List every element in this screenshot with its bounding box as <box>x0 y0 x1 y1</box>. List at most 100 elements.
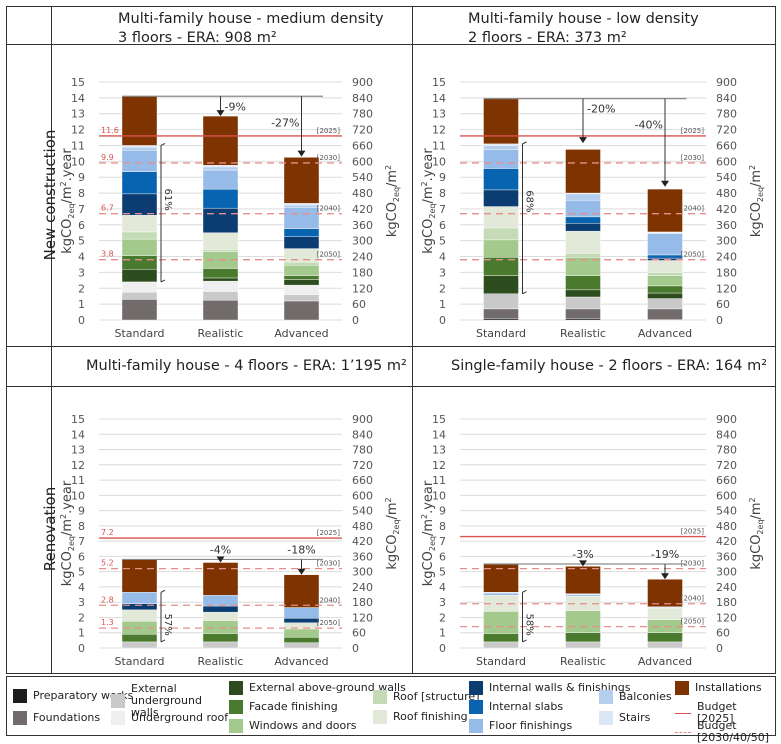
reduction-label: -27% <box>271 116 299 129</box>
panel-4-title: Single-family house - 2 floors - ERA: 16… <box>451 357 767 376</box>
y-tick-label: 13 <box>71 108 85 121</box>
legend-item-windows-doors: Windows and doors <box>229 719 357 733</box>
y-tick-label: 15 <box>432 76 446 89</box>
reduction-label: -19% <box>651 548 679 561</box>
bar-segment-stairs <box>483 143 519 146</box>
bar-segment-facade-finishing <box>565 275 601 291</box>
bar-segment-roof-finishing <box>647 260 683 273</box>
y2-tick-label: 600 <box>352 489 373 502</box>
y2-tick-label: 660 <box>716 139 737 152</box>
bar-segment-ext-aboveground-walls <box>565 289 601 298</box>
legend-item-budget-2025: Budget [2025] <box>675 701 775 725</box>
bar-segment-installations <box>483 98 519 145</box>
y-tick-label: 13 <box>432 108 446 121</box>
bar-segment-windows-doors <box>483 239 519 258</box>
y-tick-label: 7 <box>78 203 85 216</box>
reduction-arrow-head <box>297 150 306 157</box>
reduction-arrow-head <box>661 180 669 187</box>
y-tick-label: 1 <box>439 627 446 640</box>
bar-segment-balconies <box>202 166 239 171</box>
bar-segment-stairs <box>121 145 158 148</box>
bar-segment-floor-finishings <box>121 592 158 604</box>
y-tick-label: 2 <box>439 282 446 295</box>
bar-segment-internal-slabs <box>283 228 320 237</box>
x-category-label: Standard <box>476 655 526 668</box>
bar-segment-installations <box>565 566 601 595</box>
y2-tick-label: 780 <box>352 108 373 121</box>
y-tick-label: 12 <box>71 124 85 137</box>
y-tick-label: 12 <box>432 124 446 137</box>
bar-segment-ext-underground-walls <box>565 296 601 310</box>
budget-year-label: [2050] <box>317 619 341 627</box>
panel-3-title: Multi-family house - 4 floors - ERA: 1’1… <box>86 357 407 376</box>
y2-tick-label: 600 <box>352 155 373 168</box>
bar-segment-roof-structure <box>121 231 158 240</box>
budget-value-label: 3.8 <box>101 250 114 259</box>
panel-3-title-line1: Multi-family house - 4 floors - ERA: 1’1… <box>86 358 407 374</box>
bar-segment-ext-underground-walls <box>283 294 320 302</box>
bar-segment-installations <box>202 115 239 166</box>
reduction-label: -4% <box>210 543 231 556</box>
bracket-tick <box>160 589 166 593</box>
legend-item-internal-slabs: Internal slabs <box>469 700 563 714</box>
bar-segment-facade-finishing <box>647 632 683 643</box>
legend-swatch <box>229 700 243 714</box>
bar-segment-ext-aboveground-walls <box>483 275 519 295</box>
bar-segment-installations <box>283 157 320 204</box>
chart-medium-density: 0123456789101112131415060120180240300360… <box>59 76 401 340</box>
y-tick-label: 8 <box>78 187 85 200</box>
bar-segment-facade-finishing <box>647 285 683 294</box>
y-axis-title: kgCO2eq/m2.year <box>59 148 76 254</box>
y2-tick-label: 540 <box>716 171 737 184</box>
y-tick-label: 10 <box>432 155 446 168</box>
bar-segment-internal-walls <box>283 618 320 624</box>
y-tick-label: 7 <box>439 203 446 216</box>
bar-segment-internal-slabs <box>565 216 601 224</box>
bar-segment-roof-structure <box>647 272 683 276</box>
legend-item-ext-underground-walls: External underground walls <box>111 683 211 719</box>
legend-item-foundations: Foundations <box>13 711 100 725</box>
legend-label: Preparatory works <box>33 689 134 702</box>
bar-segment-foundations <box>483 308 519 319</box>
y2-tick-label: 660 <box>716 474 737 487</box>
budget-year-label: [2030] <box>317 154 341 162</box>
bar-segment-windows-doors <box>121 238 158 256</box>
y2-tick-label: 360 <box>716 550 737 563</box>
bar-segment-ext-aboveground-walls <box>283 279 320 286</box>
y-tick-label: 12 <box>432 459 446 472</box>
budget-value-label: 9.9 <box>101 153 114 162</box>
y2-tick-label: 300 <box>352 235 373 248</box>
bracket-tick <box>522 141 527 145</box>
legend-swatch <box>111 711 125 725</box>
legend-item-roof-finishing: Roof finishing <box>373 710 468 724</box>
x-category-label: Standard <box>114 655 164 668</box>
bar-segment-foundations <box>202 299 239 321</box>
bar-segment-foundations <box>283 300 320 321</box>
y-tick-label: 1 <box>439 298 446 311</box>
bar-segment-roof-finishing <box>565 230 601 254</box>
y2-tick-label: 780 <box>352 444 373 457</box>
row-divider <box>6 346 776 347</box>
panel-1-title-line2: 3 floors - ERA: 908 m² <box>118 30 277 46</box>
y2-tick-label: 480 <box>352 520 373 533</box>
budget-value-label: 6.7 <box>101 204 114 213</box>
y-tick-label: 15 <box>71 76 85 89</box>
x-category-label: Realistic <box>198 655 244 668</box>
y2-tick-label: 480 <box>716 187 737 200</box>
header-divider <box>6 44 776 45</box>
legend-line-dashed <box>675 731 691 733</box>
y-tick-label: 0 <box>78 642 85 655</box>
legend-swatch <box>373 690 387 704</box>
y-tick-label: 5 <box>439 566 446 579</box>
bar-segment-ext-underground-walls <box>283 642 320 649</box>
y2-tick-label: 0 <box>716 642 723 655</box>
y2-tick-label: 900 <box>352 76 373 89</box>
y-tick-label: 6 <box>78 550 85 563</box>
y2-tick-label: 720 <box>352 459 373 472</box>
y-tick-label: 6 <box>439 219 446 232</box>
y-tick-label: 10 <box>71 489 85 502</box>
bar-segment-ext-underground-walls <box>483 641 519 649</box>
bar-segment-facade-finishing <box>121 634 158 643</box>
legend-label: Balconies <box>619 690 672 703</box>
y2-tick-label: 840 <box>716 92 737 105</box>
